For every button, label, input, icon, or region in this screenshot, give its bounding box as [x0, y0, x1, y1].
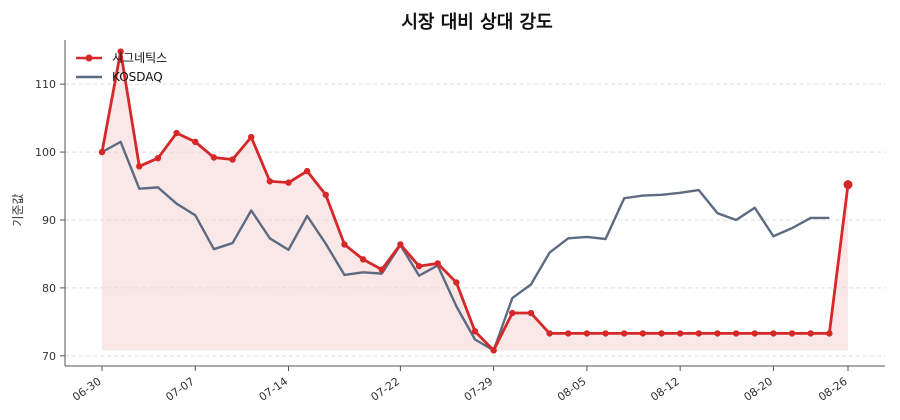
signetics-point [788, 330, 796, 337]
signetics-point [770, 330, 777, 337]
signetics-point [359, 256, 367, 263]
kosdaq-line [101, 140, 830, 352]
x-tick-label: 07-14 [257, 375, 291, 404]
signetics-point [826, 330, 833, 337]
signetics-point [621, 330, 628, 337]
x-tick-label: 07-07 [163, 375, 197, 404]
x-tick-label: 07-29 [462, 375, 496, 404]
x-tick-label: 08-20 [741, 375, 775, 404]
legend-label-kosdaq: KOSDAQ [112, 70, 163, 84]
signetics-point [546, 330, 553, 337]
y-tick-label: 100 [35, 146, 56, 159]
signetics-point [527, 309, 535, 317]
x-tick-label: 06-30 [70, 375, 104, 404]
y-axis-label: 기준값 [11, 193, 25, 226]
signetics-point [602, 330, 609, 337]
legend-marker-signetics [85, 54, 93, 62]
signetics-point [397, 241, 404, 248]
signetics-point [98, 148, 106, 156]
signetics-point [154, 154, 162, 162]
signetics-point [248, 133, 255, 141]
signetics-point [490, 347, 497, 354]
signetics-point [415, 262, 423, 270]
area-fill-layer [102, 51, 848, 351]
signetics-point [509, 309, 516, 317]
y-tick-label: 110 [35, 78, 56, 91]
signetics-point [229, 156, 236, 163]
signetics-point [322, 191, 329, 199]
signetics-point [583, 330, 591, 337]
signetics-point [565, 330, 572, 337]
signetics-point [303, 167, 311, 175]
signetics-point [210, 154, 218, 161]
signetics-point [639, 330, 647, 337]
signetics-point [117, 48, 124, 55]
signetics-point [285, 179, 292, 186]
signetics-point [378, 266, 385, 273]
x-tick-label: 07-22 [368, 375, 402, 404]
y-tick-label: 70 [42, 350, 56, 363]
x-tick-label: 08-05 [555, 375, 589, 404]
y-tick-label: 80 [42, 282, 56, 295]
area-fill [102, 51, 848, 351]
signetics-point [843, 180, 853, 190]
x-tick-label: 08-12 [648, 375, 682, 404]
signetics-point [676, 330, 684, 337]
signetics-point [807, 330, 814, 337]
series-lines-layer [98, 48, 853, 354]
signetics-point [192, 138, 199, 146]
signetics-point [751, 330, 758, 337]
chart-title: 시장 대비 상대 강도 [401, 12, 552, 33]
signetics-point [266, 178, 274, 185]
signetics-point [658, 330, 665, 337]
x-tick-label: 08-26 [816, 375, 850, 404]
signetics-point [695, 330, 702, 337]
signetics-point [341, 241, 348, 248]
signetics-point [136, 163, 143, 170]
signetics-point [714, 330, 721, 337]
signetics-point [471, 328, 479, 335]
signetics-point [732, 330, 740, 337]
legend-label-signetics: 시그네틱스 [112, 51, 167, 65]
y-tick-label: 90 [42, 214, 56, 227]
legend: 시그네틱스 KOSDAQ [76, 51, 167, 84]
signetics-point [173, 129, 180, 137]
signetics-point [453, 279, 460, 286]
signetics-point [434, 260, 441, 267]
